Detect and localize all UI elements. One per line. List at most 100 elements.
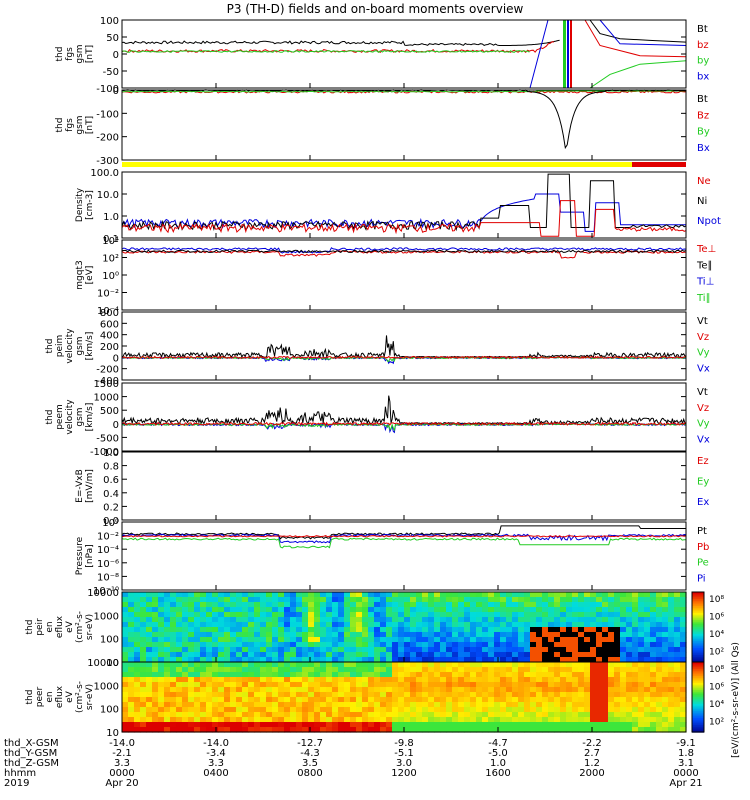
electron-spectrogram-cell [398,727,405,733]
electron-spectrogram-cell [410,677,417,683]
electron-spectrogram-cell [248,682,255,688]
ion-spectrogram-cell [584,632,591,638]
ion-spectrogram-cell [548,602,555,608]
ion-spectrogram-cell [224,597,231,603]
ion-spectrogram-cell [308,597,315,603]
electron-spectrogram-cell [608,672,615,678]
electron-spectrogram-cell [638,722,645,728]
ion-spectrogram-cell [452,597,459,603]
ion-spectrogram-cell [212,597,219,603]
electron-spectrogram-cell [578,677,585,683]
electron-spectrogram-cell [308,687,315,693]
electron-spectrogram-cell [350,722,357,728]
electron-spectrogram-cell [164,707,171,713]
ion-spectrogram-cell [602,642,609,648]
electron-spectrogram-cell [296,672,303,678]
colorbar-cell [692,679,704,682]
electron-spectrogram-cell [392,667,399,673]
ion-spectrogram-cell [524,617,531,623]
ion-spectrogram-cell [188,652,195,658]
electron-spectrogram-cell [650,707,657,713]
panel-ylabel: E=-VxB [75,469,85,503]
ion-spectrogram-cell [278,637,285,643]
electron-spectrogram-cell [380,687,387,693]
ion-spectrogram-cell [560,652,567,658]
electron-spectrogram-cell [434,697,441,703]
ion-spectrogram-cell [608,597,615,603]
ion-spectrogram-cell [380,637,387,643]
electron-spectrogram-cell [212,707,219,713]
electron-spectrogram-cell [158,722,165,728]
electron-spectrogram-cell [170,707,177,713]
ion-spectrogram-cell [428,602,435,608]
electron-spectrogram-cell [314,677,321,683]
electron-spectrogram-cell [134,707,141,713]
electron-spectrogram-cell [188,702,195,708]
y-tick-label: 1000 [94,611,119,622]
ion-spectrogram-cell [314,622,321,628]
electron-spectrogram-cell [362,692,369,698]
y-tick-label: 10⁻⁶ [97,559,119,570]
ion-spectrogram-cell [254,632,261,638]
ion-spectrogram-cell [590,602,597,608]
ion-spectrogram-cell [140,642,147,648]
electron-spectrogram-cell [428,727,435,733]
electron-spectrogram-cell [488,667,495,673]
ion-spectrogram-cell [632,607,639,613]
electron-spectrogram-cell [194,662,201,668]
colorbar-cell [692,637,704,640]
ion-spectrogram-cell [584,647,591,653]
series-by-right [589,60,687,89]
ion-spectrogram-cell [602,647,609,653]
electron-spectrogram-cell [446,692,453,698]
electron-spectrogram-cell [158,672,165,678]
ion-spectrogram-cell [290,627,297,633]
ion-spectrogram-cell [536,657,543,663]
ion-spectrogram-cell [578,632,585,638]
ion-spectrogram-cell [302,602,309,608]
y-tick-label: 1.0 [103,448,119,459]
ion-spectrogram-cell [644,647,651,653]
ion-spectrogram-cell [440,627,447,633]
electron-spectrogram-cell [380,682,387,688]
ion-spectrogram-cell [188,647,195,653]
colorbar-cell [692,653,704,656]
electron-spectrogram-cell [350,702,357,708]
electron-spectrogram-cell [458,712,465,718]
electron-spectrogram-cell [668,707,675,713]
ion-spectrogram-cell [254,612,261,618]
electron-spectrogram-cell [644,702,651,708]
y-tick-label: 0.1 [103,234,119,245]
electron-spectrogram-cell [572,697,579,703]
electron-spectrogram-cell [560,662,567,668]
electron-spectrogram-cell [230,722,237,728]
electron-spectrogram-cell [650,712,657,718]
electron-spectrogram-cell [440,702,447,708]
electron-spectrogram-cell [356,712,363,718]
colorbar-cell [692,593,704,597]
ion-spectrogram-cell [248,592,255,598]
electron-spectrogram-cell [236,672,243,678]
ion-spectrogram-cell [674,612,681,618]
ion-spectrogram-cell [176,612,183,618]
electron-spectrogram-cell [206,662,213,668]
colorbar-cell [692,627,704,630]
ion-spectrogram-cell [542,642,549,648]
ion-spectrogram-cell [314,627,321,633]
ion-spectrogram-cell [440,657,447,663]
electron-spectrogram-cell [476,687,483,693]
ion-spectrogram-cell [494,597,501,603]
electron-spectrogram-cell [506,722,513,728]
electron-spectrogram-cell [548,712,555,718]
electron-spectrogram-cell [188,697,195,703]
electron-spectrogram-cell [674,707,681,713]
colorbar-cell [692,632,704,635]
colorbar-cell [692,651,704,654]
ion-spectrogram-cell [242,597,249,603]
electron-spectrogram-cell [422,662,429,668]
electron-spectrogram-cell [170,662,177,668]
ion-spectrogram-cell [632,637,639,643]
ion-spectrogram-cell [170,592,177,598]
y-tick-label: 0 [113,86,119,97]
series-pb [121,535,687,538]
